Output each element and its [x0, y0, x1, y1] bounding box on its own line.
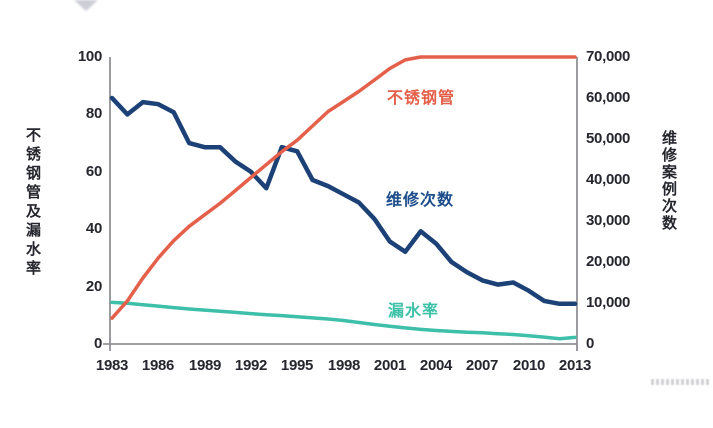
x-axis-tick-label: 1989: [188, 357, 222, 374]
right-axis-tick-label: 60,000: [586, 89, 631, 106]
left-axis-tick-label: 100: [77, 48, 102, 65]
x-axis-tick-label: 1986: [141, 357, 175, 374]
left-axis-tick-label: 0: [93, 335, 102, 352]
x-axis-tick-label: 2010: [512, 357, 546, 374]
right-axis-title: 维修案例次数: [660, 130, 677, 232]
left-axis-tick-label: 20: [85, 278, 102, 295]
right-axis-tick-label: 70,000: [586, 48, 631, 65]
x-axis-tick-label: 1998: [327, 357, 361, 374]
right-axis-tick-label: 30,000: [586, 212, 631, 229]
left-axis-tick-label: 60: [85, 163, 102, 180]
triangle-down-icon: [74, 0, 98, 11]
left-axis-tick-label: 40: [85, 220, 102, 237]
x-axis-tick-label: 1995: [280, 357, 314, 374]
x-axis-tick-label: 2007: [465, 357, 499, 374]
series-label-repairs: 维修次数: [386, 192, 455, 209]
x-axis-tick-label: 1983: [95, 357, 129, 374]
stainless-pipe-series-line: [110, 55, 577, 320]
x-axis-tick-label: 2001: [373, 357, 407, 374]
right-axis-tick-label: 40,000: [586, 171, 631, 188]
source-watermark: [651, 379, 711, 385]
right-axis-tick-label: 0: [586, 335, 595, 352]
left-axis-title: 不锈钢管及漏水率: [24, 127, 41, 279]
leak-rate-series-line: [110, 300, 577, 341]
right-axis-tick-label: 20,000: [586, 253, 631, 270]
series-label-leak-rate: 漏水率: [388, 303, 440, 320]
right-axis-tick-label: 50,000: [586, 130, 631, 147]
right-axis-tick-label: 10,000: [586, 294, 631, 311]
left-axis-tick-label: 80: [85, 105, 102, 122]
x-axis-tick-label: 2004: [419, 357, 453, 374]
series-label-stainless-pipe: 不锈钢管: [387, 90, 456, 107]
x-axis-tick-label: 2013: [558, 357, 592, 374]
x-axis-tick-label: 1992: [234, 357, 268, 374]
repairs-series-line: [109, 95, 578, 307]
